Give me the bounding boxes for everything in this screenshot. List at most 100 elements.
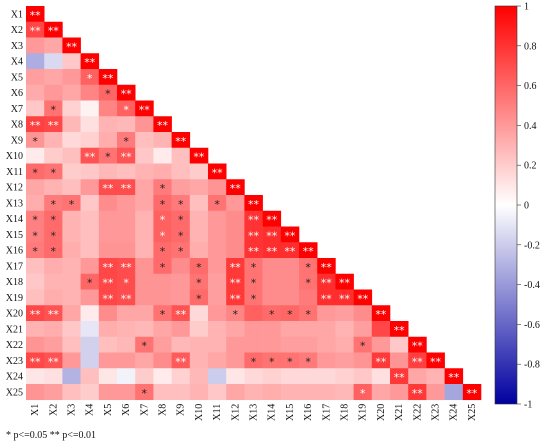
heatmap-cell-x2-x1 [26,21,45,38]
heatmap-cell-x25-x8 [153,384,172,401]
heatmap-cell-x22-x18 [335,336,354,353]
heatmap-cell-x14-x9 [171,210,191,227]
heatmap-cell-x7-x7 [135,100,154,117]
heatmap-cell-x17-x16 [299,258,318,275]
heatmap-cell-x20-x16 [299,305,318,322]
y-axis-labels: X1 X2 X3 X4 X5 X6 X7 X8 X9 X10 X11 X12 X13 X14 X15 X16 X… [6,9,23,398]
heatmap-cell-x1-x1 [26,6,45,23]
significance-mark: ** [30,308,42,321]
heatmap-cell-x13-x6 [117,195,136,212]
heatmap-cell-x6-x1 [26,84,45,101]
colorbar-tick-label: -0.8 [524,360,540,371]
heatmap-cell-x20-x19 [353,305,373,322]
heatmap-cell-x21-x5 [98,321,118,338]
heatmap-cell-x16-x13 [244,242,263,259]
heatmap-cell-x17-x3 [62,258,81,275]
significance-mark: * [360,340,366,353]
heatmap-cell-x23-x10 [189,352,209,369]
heatmap-cell-x13-x11 [208,195,227,212]
heatmap-cell-x23-x1 [26,352,45,369]
significance-mark: ** [266,245,278,258]
y-tick-label: X5 [11,72,23,83]
x-tick-label: X23 [431,404,442,421]
heatmap-cell-x24-x22 [408,368,427,385]
heatmap-cell-x25-x4 [80,384,100,401]
heatmap-cell-x19-x9 [171,289,191,306]
heatmap-cell-x24-x9 [171,368,191,385]
heatmap-cell-x19-x6 [117,289,136,306]
heatmap-cell-x21-x2 [44,321,63,338]
heatmap-cell-x21-x13 [244,321,263,338]
significance-mark: * [105,88,111,101]
heatmap-cell-x20-x4 [80,305,100,322]
heatmap-cell-x9-x1 [26,132,45,149]
heatmap-cell-x19-x3 [62,289,81,306]
significance-mark: ** [48,119,60,132]
colorbar-tick-label: 0.4 [524,121,537,132]
significance-mark: * [51,229,57,242]
significance-mark: * [178,198,184,211]
heatmap-cell-x18-x11 [208,273,227,290]
heatmap-cell-x9-x8 [153,132,172,149]
heatmap-cell-x18-x13 [244,273,263,290]
heatmap-cell-x18-x10 [189,273,209,290]
heatmap-cell-x24-x5 [98,368,118,385]
significance-mark: ** [412,355,424,368]
significance-mark: ** [230,261,242,274]
significance-mark: ** [266,214,278,227]
heatmap-cell-x14-x4 [80,210,100,227]
heatmap-cell-x22-x8 [153,336,172,353]
heatmap-cell-x9-x7 [135,132,154,149]
significance-mark: ** [30,25,42,38]
heatmap-cell-x13-x2 [44,195,63,212]
significance-mark: * [251,277,257,290]
heatmap-cell-x10-x1 [26,147,45,164]
heatmap-cell-x5-x5 [98,69,118,86]
colorbar-tick-label: -0.2 [524,240,540,251]
heatmap-cell-x23-x14 [262,352,282,369]
significance-mark: * [160,182,166,195]
significance-mark: * [87,277,93,290]
heatmap-cell-x24-x19 [353,368,373,385]
x-tick-label: X5 [103,404,114,416]
heatmap-cell-x8-x6 [117,116,136,133]
y-tick-label: X6 [11,88,23,99]
significance-mark: * [214,198,220,211]
heatmap-cell-x23-x21 [390,352,409,369]
y-tick-label: X16 [6,246,23,257]
heatmap-cell-x17-x7 [135,258,154,275]
heatmap-cell-x13-x1 [26,195,45,212]
heatmap-cell-x18-x3 [62,273,81,290]
significance-mark: * [123,135,129,148]
x-tick-label: X9 [176,404,187,416]
heatmap-cell-x13-x12 [226,195,245,212]
heatmap-cell-x22-x11 [208,336,227,353]
x-tick-label: X2 [48,404,59,416]
heatmap-cell-x15-x10 [189,226,209,243]
significance-mark: ** [157,119,169,132]
heatmap-cell-x20-x7 [135,305,154,322]
heatmap-cell-x14-x14 [262,210,282,227]
heatmap-cell-x17-x9 [171,258,191,275]
y-tick-label: X23 [6,356,23,367]
heatmap-cell-x22-x6 [117,336,136,353]
heatmap-cell-x6-x2 [44,84,63,101]
heatmap-cell-x14-x8 [153,210,172,227]
heatmap-cell-x25-x9 [171,384,191,401]
heatmap-cell-x16-x16 [299,242,318,259]
significance-mark: ** [248,198,260,211]
significance-mark: ** [175,135,187,148]
heatmap-cell-x23-x9 [171,352,191,369]
heatmap-cell-x11-x2 [44,163,63,180]
heatmap-cell-x12-x11 [208,179,227,196]
x-tick-label: X19 [358,404,369,421]
heatmap-cell-x10-x9 [171,147,191,164]
significance-mark: ** [30,355,42,368]
significance-mark: * [196,292,202,305]
x-tick-label: X14 [267,404,278,421]
heatmap-cell-x25-x11 [208,384,227,401]
significance-mark: ** [339,292,351,305]
colorbar: 1 0.8 0.6 0.4 0.2 0 -0.2 -0.4 -0.6 -0.8 -1 [494,2,540,411]
x-tick-label: X17 [321,404,332,421]
heatmap-cell-x21-x18 [335,321,354,338]
